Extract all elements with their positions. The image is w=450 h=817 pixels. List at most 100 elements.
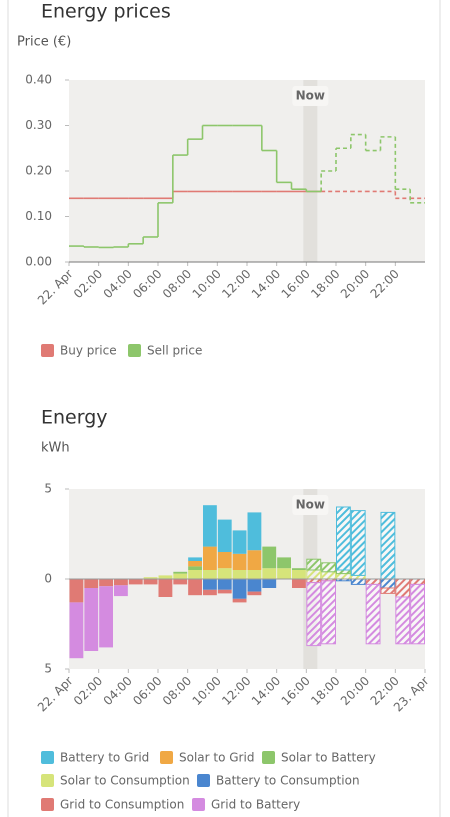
x-tick-label: 20:00 [338,674,372,708]
x-tick-label: 02:00 [71,267,105,301]
energy-bar [232,598,247,603]
now-label-bg [292,86,329,106]
energy-bar [292,570,306,579]
legend-label: Buy price [60,344,117,358]
energy-bar [232,553,247,570]
energy-bar [321,562,336,573]
legend-swatch [197,774,210,787]
legend-swatch [128,344,141,357]
x-tick-label: 22. Apr [35,674,76,715]
energy-bar [380,511,396,580]
legend-swatch [262,751,275,764]
energy-bar [188,561,202,567]
energy-bar [99,586,113,648]
energy-bar [232,570,247,579]
x-tick-label: 12:00 [219,674,253,708]
legend-label: Solar to Grid [179,751,254,765]
legend-label: Sell price [147,344,202,358]
energy-bar [84,588,99,651]
legend-swatch [41,751,54,764]
energy-bar [217,552,232,569]
energy-bar [217,568,232,579]
energy-bar [321,580,336,645]
energy-bar [217,579,232,590]
chart-title: Energy [41,407,108,429]
energy-bar [380,587,396,594]
energy-bar [99,579,113,587]
energy-bar [410,583,425,645]
legend-swatch [192,798,205,811]
x-tick-label: 08:00 [160,267,194,301]
y-tick-label: 0.30 [25,118,52,132]
legend-label: Grid to Battery [211,798,300,812]
legend-swatch [41,344,54,357]
energy-bar [158,579,173,597]
energy-bar [306,582,322,647]
energy-bar [262,579,277,588]
energy-bar [69,579,84,603]
energy-bar [188,557,202,561]
x-tick-label: 20:00 [338,267,372,301]
energy-bar [188,579,202,596]
energy-bar [247,512,262,551]
now-label-bg [292,495,329,515]
legend-swatch [160,751,173,764]
energy-bar [173,573,188,579]
x-tick-label: 16:00 [279,267,313,301]
energy-bar [336,506,351,571]
energy-bar [350,578,366,585]
x-tick-label: 04:00 [101,674,135,708]
y-tick-label: 0.20 [25,164,52,178]
energy-bar [203,505,217,547]
x-tick-label: 06:00 [130,674,164,708]
legend-label: Battery to Consumption [216,774,360,788]
energy-bar [69,602,84,659]
y-tick-label: 0.40 [25,73,52,87]
energy-bar [247,591,262,596]
energy-bar [114,579,128,586]
x-tick-label: 06:00 [130,267,164,301]
energy-bar [188,570,202,579]
y-axis-label: Price (€) [17,35,71,50]
energy-bar [217,519,232,552]
energy-bar [365,578,381,585]
energy-bar [173,579,188,585]
x-tick-label: 22:00 [368,267,402,301]
energy-bar [247,550,262,570]
y-tick-label: 0.00 [25,255,52,269]
legend-swatch [41,774,54,787]
energy-bar [336,573,351,580]
y-axis-label: kWh [41,441,70,456]
x-tick-label: 10:00 [190,267,224,301]
energy-bar [232,579,247,599]
energy-bar [247,570,262,579]
x-tick-label: 14:00 [249,267,283,301]
energy-bar [114,585,128,597]
y-tick-label: 0 [44,572,52,586]
x-tick-label: 22. Apr [35,267,76,308]
energy-bar [350,574,366,580]
energy-bar [277,557,291,569]
energy-bar [292,579,306,588]
y-tick-label: 5 [44,482,52,496]
energy-bar [336,569,351,575]
legend-label: Battery to Grid [60,751,149,765]
energy-bar [380,578,396,589]
x-tick-label: 10:00 [190,674,224,708]
energy-bar [203,546,217,570]
energy-bar [173,571,188,574]
energy-bar [84,579,99,588]
energy-bar [350,510,366,576]
energy-bar [395,596,411,645]
energy-bar [217,589,232,594]
y-tick-label: 0.10 [25,209,52,223]
energy-bar [365,583,381,645]
energy-bar [410,578,425,585]
legend-label: Grid to Consumption [60,798,184,812]
x-tick-label: 04:00 [101,267,135,301]
energy-bar [306,558,322,571]
energy-bar [292,568,306,570]
now-label: Now [296,89,325,103]
energy-bar [247,579,262,592]
energy-bar [395,578,411,598]
